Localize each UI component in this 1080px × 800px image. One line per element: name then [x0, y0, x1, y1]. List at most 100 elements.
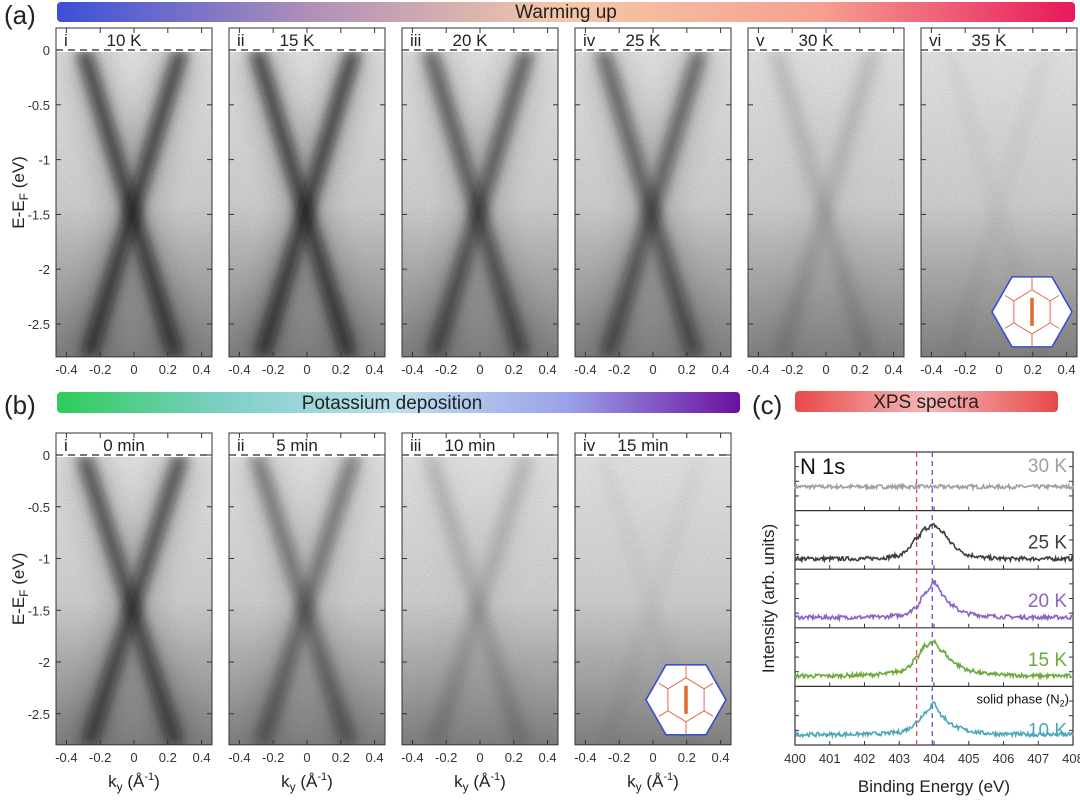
x-tick-label: 0.4 — [366, 750, 384, 765]
x-tick-label: 0.4 — [712, 362, 730, 377]
x-tick-label: 406 — [993, 751, 1015, 766]
text-part: k — [627, 772, 636, 791]
series-label: 15 K — [1028, 650, 1067, 671]
intensity-map — [402, 52, 558, 357]
text-part: -1 — [144, 771, 154, 783]
x-axis-label: ky (Å-1) — [281, 771, 333, 794]
text-part: k — [454, 772, 463, 791]
x-tick-label: 0.2 — [851, 362, 869, 377]
x-tick-label: 0 — [130, 362, 137, 377]
text-part: (eV) — [9, 156, 28, 193]
noise-texture — [229, 457, 385, 745]
arpes-panel: -0.4 -0.2 0 0.2 0.4 0 -0.5 -1 -1.5 -2 -2.5 i 10 K — [28, 27, 213, 377]
x-tick-label: -0.2 — [435, 750, 457, 765]
xps-spectrum-line — [794, 638, 1074, 681]
arpes-panel: -0.4 -0.2 0 0.2 0.4 ii 15 K — [228, 27, 386, 377]
zone-boundary-line — [1004, 322, 1015, 329]
panel-letter-a: (a) — [4, 0, 36, 30]
x-tick-label: 0 — [303, 362, 310, 377]
text-part: E-E — [9, 200, 28, 228]
x-tick-label: 0.2 — [1024, 362, 1042, 377]
panel-condition-label: 20 K — [453, 31, 489, 50]
panel-roman-label: i — [64, 436, 68, 455]
text-part: k — [281, 772, 290, 791]
series-label: 20 K — [1028, 591, 1067, 612]
panel-condition-label: 25 K — [626, 31, 662, 50]
text-part: ) — [1065, 691, 1069, 706]
x-tick-label: 0.2 — [678, 750, 696, 765]
x-tick-label: -0.2 — [608, 750, 630, 765]
zone-boundary-line — [703, 682, 714, 690]
x-tick-label: 0 — [995, 362, 1002, 377]
x-tick-label: 0 — [476, 750, 483, 765]
zone-boundary-line — [658, 710, 669, 717]
zone-boundary-line — [1049, 294, 1060, 302]
y-tick-label: 0 — [43, 43, 50, 58]
x-tick-label: 0 — [822, 362, 829, 377]
x-tick-label: 0 — [476, 362, 483, 377]
zone-boundary-line — [1004, 294, 1015, 302]
text-part: y — [463, 780, 469, 794]
text-part: F — [17, 193, 31, 200]
x-tick-label: 0.2 — [505, 750, 523, 765]
y-tick-label: 0 — [43, 448, 50, 463]
x-tick-label: -0.2 — [262, 362, 284, 377]
y-tick-label: -1 — [38, 153, 50, 168]
zone-boundary-line — [703, 710, 714, 717]
x-axis-label: Binding Energy (eV) — [858, 777, 1010, 796]
text-part: E-E — [9, 597, 28, 625]
panel-letter-c: (c) — [752, 390, 782, 420]
zone-boundary-line — [658, 682, 669, 690]
y-axis-label: E-EF (eV) — [9, 553, 31, 626]
text-part: 2 — [1060, 698, 1065, 708]
x-tick-label: 0 — [130, 750, 137, 765]
x-tick-label: 407 — [1027, 751, 1049, 766]
xps-spectrum-line — [794, 700, 1074, 740]
text-part: F — [17, 589, 31, 596]
x-tick-label: 0 — [649, 362, 656, 377]
x-tick-label: -0.4 — [574, 750, 596, 765]
panel-condition-label: 0 min — [103, 436, 145, 455]
x-tick-label: 0.2 — [332, 750, 350, 765]
x-tick-label: -0.4 — [747, 362, 769, 377]
banner-label: Warming up — [515, 2, 617, 23]
x-tick-label: -0.2 — [954, 362, 976, 377]
x-tick-label: 402 — [854, 751, 876, 766]
x-tick-label: 0.2 — [678, 362, 696, 377]
x-tick-label: -0.4 — [920, 362, 942, 377]
brillouin-zone-inset — [991, 276, 1073, 348]
x-tick-label: -0.2 — [89, 750, 111, 765]
panel-roman-label: ii — [237, 436, 245, 455]
text-part: y — [290, 780, 296, 794]
arpes-panel: -0.4 -0.2 0 0.2 0.4 iii 10 min ky (Å-1) — [401, 432, 559, 794]
intensity-map — [748, 52, 904, 357]
text-part: y — [117, 780, 123, 794]
text-part: k — [108, 772, 117, 791]
x-tick-label: 0.4 — [193, 362, 211, 377]
x-tick-label: 0.4 — [1058, 362, 1076, 377]
x-tick-label: 403 — [888, 751, 910, 766]
intensity-map — [402, 457, 558, 745]
intensity-map — [229, 52, 385, 357]
panel-roman-label: iv — [583, 436, 596, 455]
text-part: ) — [154, 772, 160, 791]
panel-condition-label: 10 min — [444, 436, 495, 455]
panel-condition-label: 15 K — [280, 31, 316, 50]
y-tick-label: -2.5 — [28, 317, 50, 332]
y-tick-label: -0.5 — [28, 500, 50, 515]
arpes-panel: -0.4 -0.2 0 0.2 0.4 v 30 K — [747, 27, 905, 377]
x-tick-label: 0 — [303, 750, 310, 765]
text-part: ) — [673, 772, 679, 791]
noise-texture — [402, 52, 558, 357]
x-tick-label: 0.2 — [332, 362, 350, 377]
series-label: 10 K — [1028, 720, 1067, 741]
arpes-panel: -0.4 -0.2 0 0.2 0.4 iii 20 K — [401, 27, 559, 377]
y-tick-label: -2 — [38, 655, 50, 670]
x-tick-label: -0.2 — [89, 362, 111, 377]
banner-bar — [57, 2, 1075, 22]
intensity-map — [229, 457, 385, 745]
xps-spectrum-line — [794, 523, 1074, 564]
panel-condition-label: 30 K — [799, 31, 835, 50]
brillouin-zone-inset — [645, 663, 727, 736]
